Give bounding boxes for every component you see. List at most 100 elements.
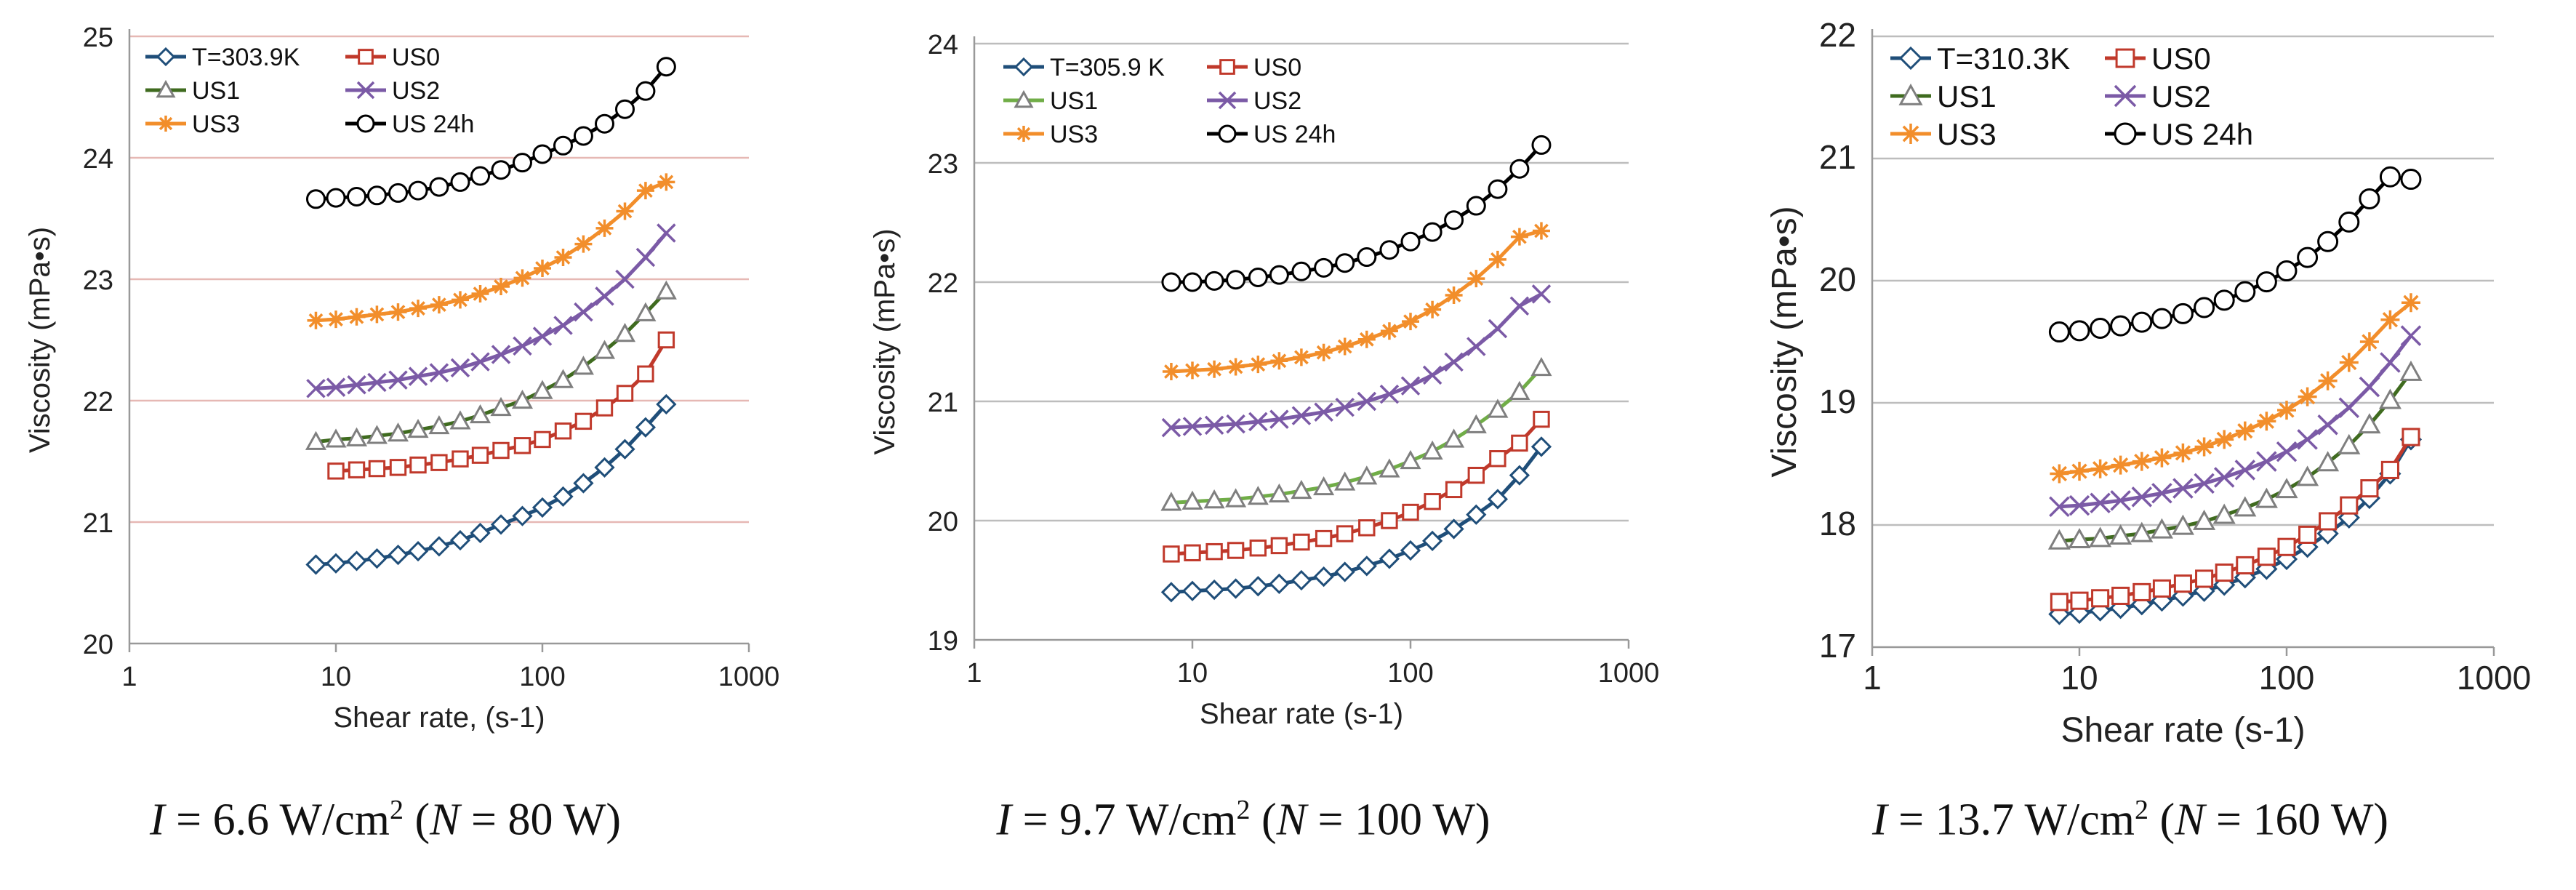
data-point [368, 460, 386, 478]
data-point [532, 326, 553, 346]
data-point [2110, 490, 2131, 511]
data-point [408, 366, 428, 386]
x-tick-label: 1000 [2457, 659, 2531, 697]
data-point [490, 396, 512, 417]
data-point [1444, 210, 1464, 230]
data-point [2359, 332, 2379, 351]
data-point [305, 430, 327, 450]
x-tick-label: 10 [1177, 658, 1208, 689]
data-point [2257, 548, 2276, 566]
data-point [1205, 360, 1224, 378]
legend-label: T=303.9K [192, 44, 300, 71]
data-point [430, 296, 448, 314]
data-point [1358, 519, 1376, 537]
y-tick-label: 21 [1819, 138, 1856, 176]
series-us3 [2050, 293, 2420, 484]
data-point [2172, 478, 2194, 499]
data-point [2194, 473, 2215, 494]
data-point [1334, 561, 1355, 582]
legend-marker [1901, 124, 1921, 144]
data-point [1509, 159, 1530, 179]
y-axis-title: Viscosity (mPa•s) [24, 227, 56, 453]
x-tick-label: 1000 [718, 662, 780, 692]
data-point [616, 385, 634, 402]
legend-marker [356, 81, 375, 100]
series-us1 [1160, 356, 1552, 511]
data-point [492, 278, 510, 296]
series-us1 [2047, 360, 2423, 550]
data-point [2338, 397, 2360, 418]
data-point [1444, 352, 1464, 372]
data-point [2069, 320, 2090, 342]
data-point [1532, 222, 1550, 240]
data-point [2317, 230, 2339, 252]
data-point [2359, 376, 2380, 398]
legend-marker [1014, 57, 1034, 77]
data-point [2070, 462, 2089, 481]
data-point [492, 441, 510, 460]
data-point [1487, 489, 1509, 510]
data-point [1443, 428, 1465, 448]
data-point [1336, 525, 1354, 542]
series-line [1171, 366, 1543, 505]
data-point [2069, 494, 2090, 516]
data-point [1379, 384, 1400, 404]
data-point [614, 438, 635, 460]
y-tick-label: 23 [928, 149, 958, 180]
data-point [347, 186, 367, 207]
data-point [388, 370, 408, 390]
data-point [573, 473, 594, 494]
data-point [2234, 496, 2257, 517]
legend-label: US0 [1253, 54, 1301, 81]
data-point [306, 379, 326, 398]
data-point [389, 303, 407, 321]
y-tick-label: 19 [1819, 382, 1856, 420]
data-point [2172, 302, 2194, 324]
data-point [1509, 465, 1530, 486]
data-point [1422, 222, 1443, 242]
data-point [1247, 486, 1269, 505]
data-point [2339, 353, 2359, 372]
data-point [2050, 464, 2069, 484]
data-point [513, 269, 531, 287]
data-point [553, 135, 574, 156]
legend-marker [156, 79, 176, 98]
data-point [532, 144, 553, 164]
data-point [428, 414, 450, 435]
data-point [1204, 415, 1224, 436]
series-us-24h [1161, 135, 1552, 292]
legend-label: US 24h [1253, 121, 1336, 148]
data-point [1226, 270, 1246, 290]
data-point [2131, 486, 2153, 508]
data-point [325, 428, 347, 448]
legend-marker [1016, 126, 1032, 142]
legend-marker [1898, 83, 1923, 105]
data-point [513, 437, 531, 454]
data-point [388, 544, 409, 566]
data-point [657, 223, 676, 243]
legend-label: US1 [1937, 79, 1997, 113]
data-point [2400, 325, 2422, 346]
data-point [2358, 413, 2381, 434]
data-point [2316, 451, 2340, 472]
data-point [1225, 488, 1247, 508]
data-point [2298, 387, 2317, 406]
data-point [1291, 406, 1312, 425]
data-point [531, 497, 553, 518]
data-point [1466, 504, 1487, 525]
data-point [2401, 293, 2420, 313]
y-tick-label: 21 [83, 508, 113, 539]
legend-marker [1218, 124, 1237, 143]
x-tick-label: 1 [121, 662, 137, 692]
data-point [2173, 574, 2192, 593]
data-point [470, 522, 491, 544]
data-point [409, 456, 427, 474]
y-tick-label: 22 [83, 387, 113, 417]
data-point [2171, 514, 2194, 535]
data-point [1466, 337, 1486, 356]
data-point [1314, 402, 1333, 422]
y-tick-label: 18 [1819, 505, 1856, 542]
data-point [1356, 465, 1378, 485]
data-point [1269, 409, 1289, 429]
data-point [1270, 537, 1288, 555]
